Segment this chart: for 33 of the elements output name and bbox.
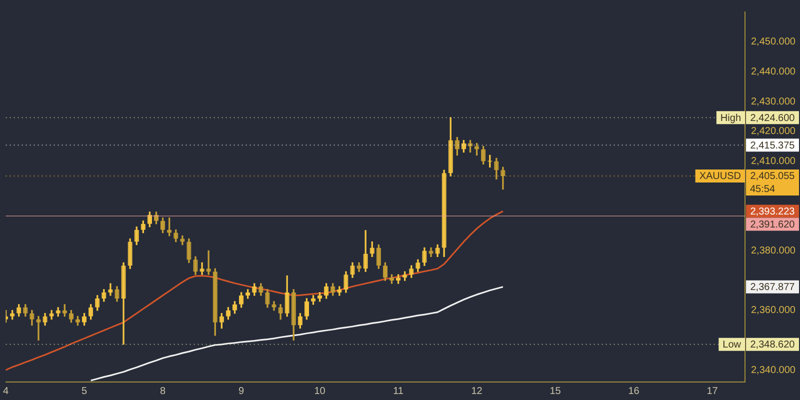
x-tick-label: 16 [628,386,640,397]
candlestick [200,262,204,275]
annotation: Low [722,340,742,351]
y-tick-label: 2,340.000 [751,364,796,376]
y-tick-label: 2,410.000 [751,156,796,167]
candlestick [108,283,113,296]
x-tick-label: 4 [3,386,9,397]
ref-line-label: 2,415.375 [750,140,796,152]
x-tick-label: 8 [160,386,166,397]
y-tick-label: 2,450.000 [751,36,796,48]
x-tick-label: 17 [706,386,718,397]
y-tick-label: 2,440.000 [751,66,796,78]
text: 2,367.877 [750,282,796,294]
text: 45:54 [750,184,776,196]
ref-line-label: 2,391.620 [750,220,796,231]
annotation: High [720,112,742,124]
x-tick-label: 5 [82,386,88,397]
text: 2,393.223 [750,206,796,218]
candlestick [206,250,211,275]
y-tick-label: 2,420.000 [751,126,796,138]
y-tick-label: 2,380.000 [751,245,796,256]
x-tick-label: 15 [550,386,562,397]
y-tick-label: 2,430.000 [751,96,796,108]
ref-line-label: 2,424.600 [750,112,796,124]
ref-line-label: 2,405.055 [750,171,796,182]
y-tick-label: 2,360.000 [751,305,796,316]
x-tick-label: 11 [393,386,404,397]
x-tick-label: 9 [238,386,245,397]
x-tick-label: 10 [314,386,326,397]
annotation: XAUUSD [699,171,742,182]
candlestick [36,316,41,341]
x-tick-label: 12 [471,386,483,397]
ref-line-label: 2,348.620 [750,340,796,351]
